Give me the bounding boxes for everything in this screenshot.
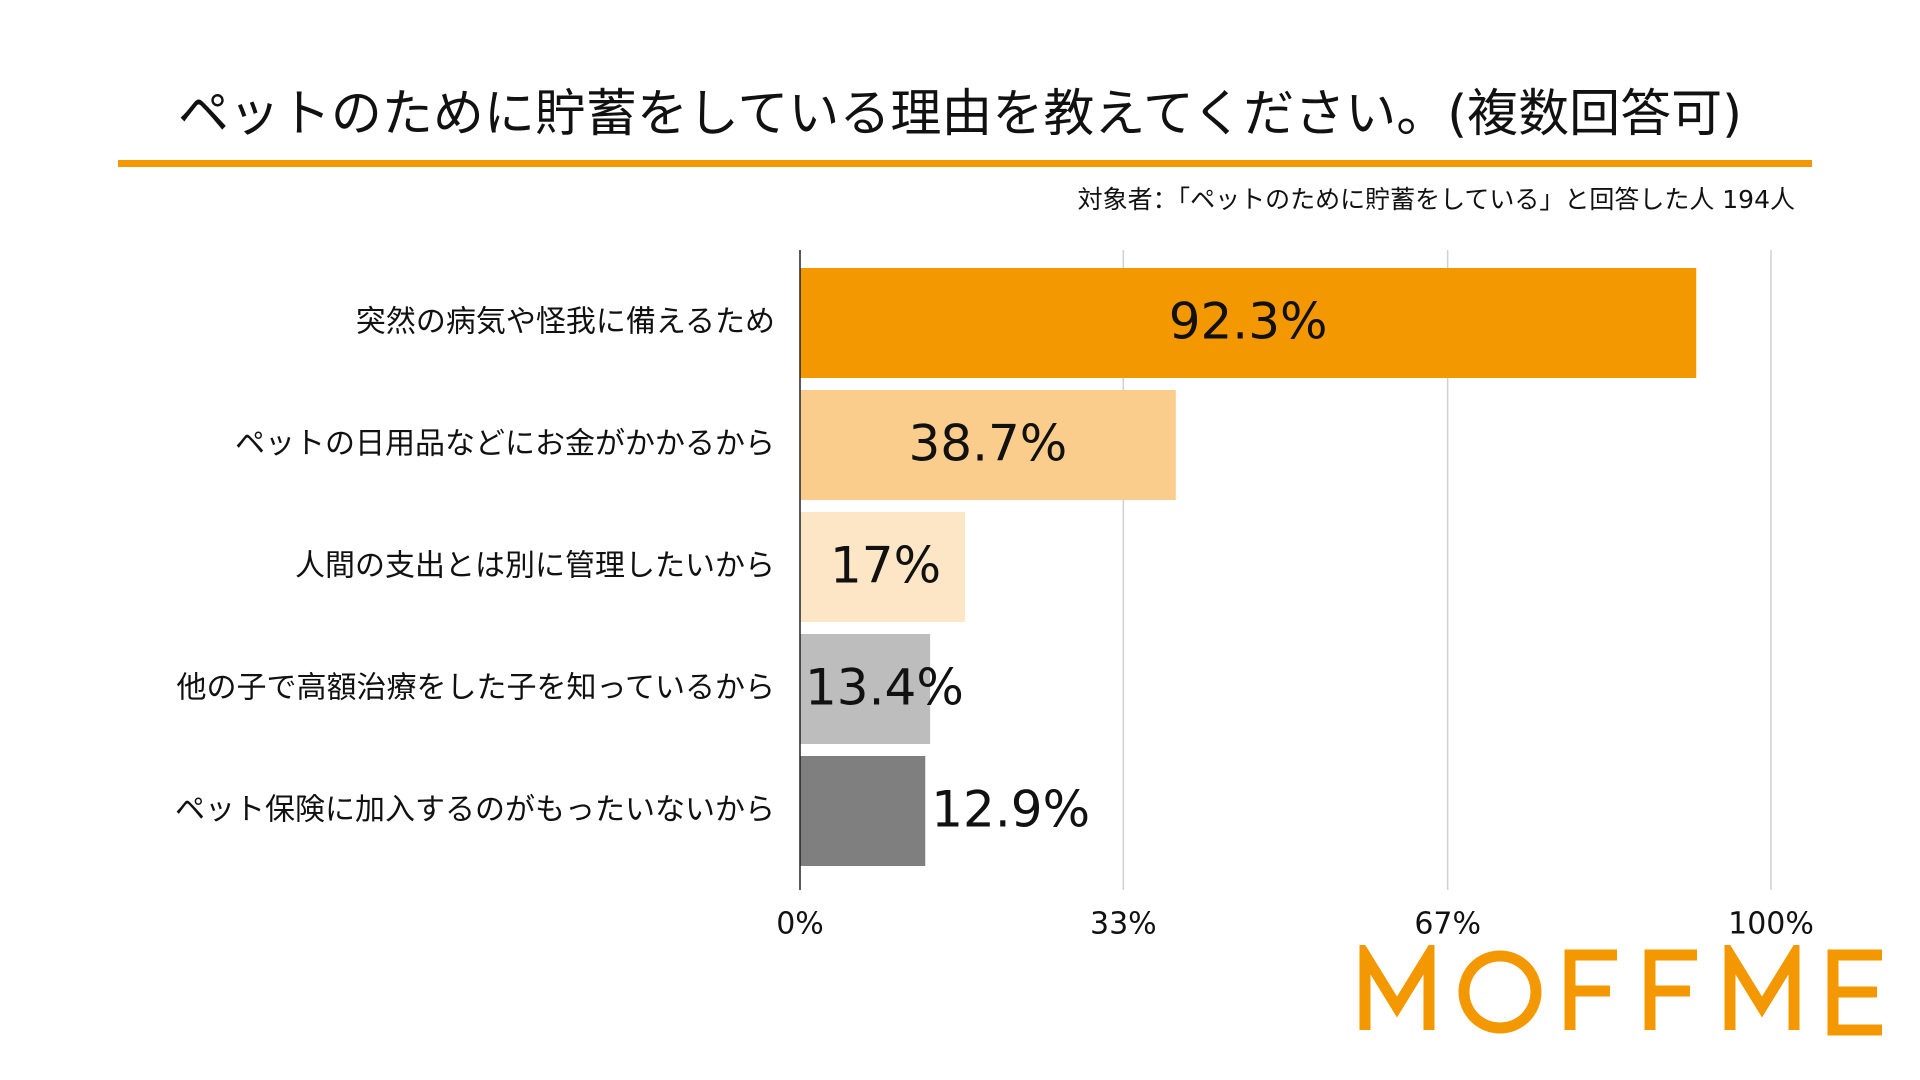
chart-subtitle: 対象者：「ペットのために貯蓄をしている」と回答した人 194人 — [1077, 185, 1795, 214]
category-label: 突然の病気や怪我に備えるため — [356, 305, 775, 340]
data-label: 38.7% — [908, 415, 1067, 473]
logo-letter-o — [1458, 950, 1542, 1034]
data-label: 12.9% — [931, 781, 1090, 839]
logo-letter-m — [1359, 945, 1435, 1030]
logo-letter-f — [1564, 949, 1617, 1030]
data-label: 13.4% — [805, 659, 964, 717]
bar — [800, 512, 966, 622]
x-tick-label: 33% — [1090, 907, 1157, 942]
data-label: 92.3% — [1169, 293, 1328, 351]
x-tick-label: 67% — [1414, 907, 1481, 942]
data-label: 17% — [830, 537, 941, 595]
category-label: ペット保険に加入するのがもったいないから — [175, 793, 775, 828]
category-label: ペットの日用品などにお金がかかるから — [235, 427, 775, 462]
logo-letter-f — [1644, 949, 1697, 1030]
x-tick-label: 0% — [776, 907, 824, 942]
chart-title: ペットのために貯蓄をしている理由を教えてください。(複数回答可) — [177, 85, 1743, 144]
bar — [800, 756, 926, 866]
title-underline — [118, 160, 1812, 167]
logo-letter-e — [1827, 949, 1882, 1036]
bar — [800, 390, 1176, 500]
logo-letter-m — [1724, 945, 1800, 1030]
x-tick-label: 100% — [1728, 907, 1814, 942]
moffme-logo — [1359, 945, 1882, 1036]
category-label: 人間の支出とは別に管理したいから — [295, 549, 775, 584]
bar — [800, 634, 931, 744]
bar — [800, 268, 1697, 378]
category-label: 他の子で高額治療をした子を知っているから — [177, 671, 776, 706]
